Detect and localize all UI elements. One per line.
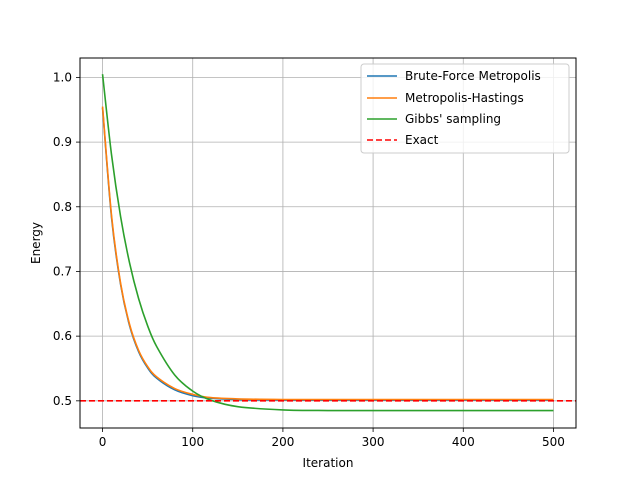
legend-label-metropolis-hastings: Metropolis-Hastings <box>405 91 524 105</box>
series-line-gibbs-sampling <box>101 74 554 412</box>
x-tick-label: 300 <box>362 435 385 449</box>
legend: Brute-Force Metropolis Metropolis-Hastin… <box>360 63 570 154</box>
series-line-metropolis-hastings <box>101 106 554 401</box>
axes-frame <box>79 57 577 429</box>
x-tick-label: 200 <box>271 435 294 449</box>
y-axis-label: Energy <box>29 222 43 264</box>
x-tick-label: 0 <box>99 435 107 449</box>
y-tick-label: 0.9 <box>53 135 72 149</box>
legend-label-gibbs: Gibbs' sampling <box>405 112 501 126</box>
y-tick-label: 0.8 <box>53 200 72 214</box>
y-tick-label: 1.0 <box>53 70 72 84</box>
series-lines <box>80 74 576 412</box>
x-tick-label: 400 <box>452 435 475 449</box>
y-tick-label: 0.7 <box>53 264 72 278</box>
x-tick-label: 500 <box>542 435 565 449</box>
legend-box <box>360 63 570 154</box>
x-tick-label: 100 <box>181 435 204 449</box>
y-tick-label: 0.5 <box>53 394 72 408</box>
legend-label-exact: Exact <box>405 133 439 147</box>
legend-label-brute-force: Brute-Force Metropolis <box>405 69 541 83</box>
x-axis-label: Iteration <box>303 456 354 470</box>
ticks: 0 100 200 300 400 500 0.5 0.6 0.7 0.8 0.9 1.0 <box>53 70 565 449</box>
y-tick-label: 0.6 <box>53 329 72 343</box>
